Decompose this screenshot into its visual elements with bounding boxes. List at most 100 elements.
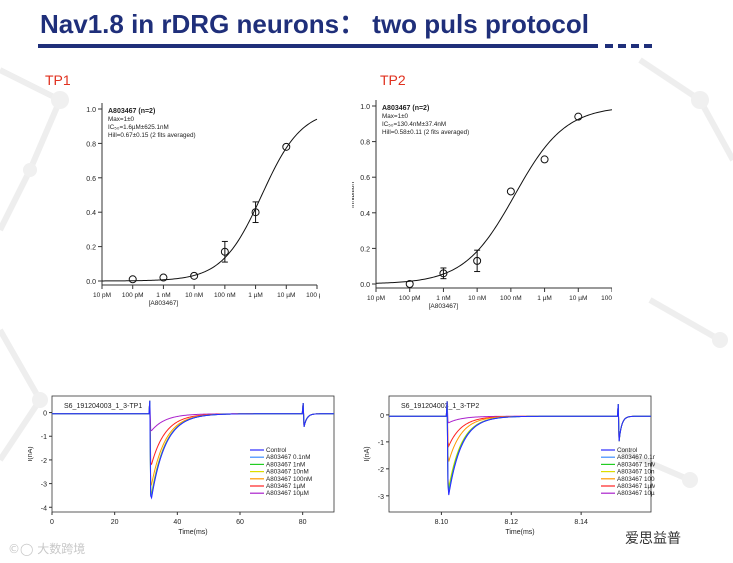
fit-curve bbox=[102, 118, 318, 282]
x-tick-label: 100 µM bbox=[306, 292, 320, 299]
trace-chart-title: S6_191204003_1_3-TP1 bbox=[64, 403, 142, 410]
fit-annotation-line: IC₅₀=1.6µM±625.1nM bbox=[108, 124, 169, 131]
data-point bbox=[574, 112, 583, 121]
data-point bbox=[405, 280, 414, 288]
legend-label: A803467 10µM bbox=[266, 490, 309, 497]
x-tick-label: 8.12 bbox=[504, 519, 518, 526]
legend-label: A803467 1nM bbox=[266, 461, 305, 468]
current-trace bbox=[389, 401, 651, 492]
legend-label: A803467 0.1nM bbox=[617, 454, 655, 461]
x-tick-label: 40 bbox=[173, 519, 181, 526]
current-trace-chart-tp2: S6_191204003_1_3-TP2 0 -1 -2 -3 8.10 8.12 8.14 T… bbox=[364, 395, 655, 536]
dose-response-chart-tp2: 0.0 0.2 0.4 0.6 0.8 1.0 10 pM 100 pM 1 nM 10 nM 10… bbox=[352, 100, 612, 310]
trace-chart-title: S6_191204003_1_3-TP2 bbox=[401, 403, 479, 410]
legend-label: Control bbox=[266, 447, 286, 454]
current-trace bbox=[389, 401, 651, 462]
x-tick-label: 8.14 bbox=[574, 519, 588, 526]
y-tick-label: 0.2 bbox=[360, 246, 370, 253]
y-axis-title: I(nA) bbox=[28, 446, 34, 461]
fit-annotation-line: Max=1±0 bbox=[108, 116, 135, 123]
y-tick-label: -4 bbox=[41, 505, 47, 512]
x-tick-label: 10 nM bbox=[185, 292, 203, 299]
y-tick-label: -3 bbox=[378, 494, 384, 501]
fit-curve bbox=[375, 109, 612, 284]
data-point bbox=[282, 142, 291, 151]
current-trace bbox=[389, 401, 651, 488]
data-point bbox=[190, 271, 199, 280]
x-axis-title: Time(ms) bbox=[178, 529, 207, 536]
tp1-label: TP1 bbox=[45, 72, 71, 88]
y-tick-label: -1 bbox=[378, 440, 384, 447]
y-tick-label: 0.0 bbox=[360, 282, 370, 289]
current-trace bbox=[389, 401, 651, 494]
y-tick-label: -2 bbox=[378, 467, 384, 474]
fit-annotation-line: Hill=0.58±0.11 (2 fits averaged) bbox=[382, 129, 469, 136]
plot-frame bbox=[51, 395, 335, 513]
y-tick-label: 0.8 bbox=[86, 141, 96, 148]
x-tick-label: 10 pM bbox=[93, 292, 111, 299]
y-tick-label: -1 bbox=[41, 434, 47, 441]
y-tick-label: 0.6 bbox=[86, 176, 96, 183]
legend-label: A803467 0.1nM bbox=[266, 454, 310, 461]
legend-label: A803467 100nM bbox=[617, 476, 655, 483]
x-tick-label: 100 nM bbox=[214, 292, 236, 299]
legend-label: A803467 1µM bbox=[617, 483, 655, 490]
x-tick-label: 10 µM bbox=[277, 292, 295, 299]
data-point bbox=[251, 208, 260, 217]
tp2-label: TP2 bbox=[380, 72, 406, 88]
y-tick-label: 1.0 bbox=[86, 107, 96, 114]
x-tick-label: 8.10 bbox=[435, 519, 449, 526]
x-tick-label: 100 pM bbox=[122, 292, 144, 299]
y-axis-title: Inhibition bbox=[352, 182, 356, 208]
x-tick-label: 10 µM bbox=[569, 295, 587, 302]
y-tick-label: 0.8 bbox=[360, 140, 370, 147]
data-point bbox=[159, 273, 168, 282]
y-tick-label: 0.6 bbox=[360, 175, 370, 182]
legend-label: A803467 10nM bbox=[617, 469, 655, 476]
x-tick-label: 10 pM bbox=[367, 295, 385, 302]
x-tick-label: 60 bbox=[236, 519, 244, 526]
legend-label: A803467 10nM bbox=[266, 469, 309, 476]
legend-label: A803467 10µM bbox=[617, 490, 655, 497]
legend-label: Control bbox=[617, 447, 637, 454]
y-tick-label: 1.0 bbox=[360, 104, 370, 111]
x-tick-label: 1 µM bbox=[248, 292, 263, 299]
watermark-text: ©◯ 大数跨境 bbox=[8, 542, 86, 556]
data-point bbox=[540, 155, 549, 164]
current-trace bbox=[389, 401, 651, 496]
x-axis-title: [A803467] bbox=[149, 300, 179, 307]
legend-label: A803467 1µM bbox=[266, 483, 305, 490]
y-tick-label: 0.4 bbox=[86, 210, 96, 217]
x-tick-label: 100 pM bbox=[399, 295, 421, 302]
y-axis-title: I(nA) bbox=[364, 446, 371, 461]
y-tick-label: 0.4 bbox=[360, 211, 370, 218]
y-tick-label: 0.0 bbox=[86, 279, 96, 286]
x-tick-label: 10 nM bbox=[468, 295, 486, 302]
x-tick-label: 80 bbox=[299, 519, 307, 526]
x-tick-label: 100 µM bbox=[601, 295, 612, 302]
x-axis-title: [A803467] bbox=[429, 303, 459, 310]
data-point bbox=[128, 275, 137, 284]
x-tick-label: 0 bbox=[50, 519, 54, 526]
y-tick-label: 0 bbox=[380, 413, 384, 420]
x-tick-label: 1 µM bbox=[537, 295, 552, 302]
fit-annotation-line: Hill=0.67±0.15 (2 fits averaged) bbox=[108, 132, 196, 139]
legend-label: A803467 100nM bbox=[266, 476, 312, 483]
data-point bbox=[220, 247, 229, 256]
data-point bbox=[506, 187, 515, 196]
y-tick-label: 0.2 bbox=[86, 245, 96, 252]
title-underline bbox=[38, 44, 652, 48]
x-tick-label: 20 bbox=[111, 519, 119, 526]
y-tick-label: 0 bbox=[43, 411, 47, 418]
legend-label: A803467 1nM bbox=[617, 461, 655, 468]
data-point bbox=[473, 256, 482, 265]
fit-annotation-line: Max=1±0 bbox=[382, 113, 409, 120]
x-tick-label: 1 nM bbox=[156, 292, 170, 299]
plot-frame bbox=[388, 395, 652, 513]
fit-annotation-line: A803467 (n=2) bbox=[108, 108, 155, 115]
fit-annotation-line: A803467 (n=2) bbox=[382, 105, 429, 112]
y-tick-label: -2 bbox=[41, 458, 47, 465]
